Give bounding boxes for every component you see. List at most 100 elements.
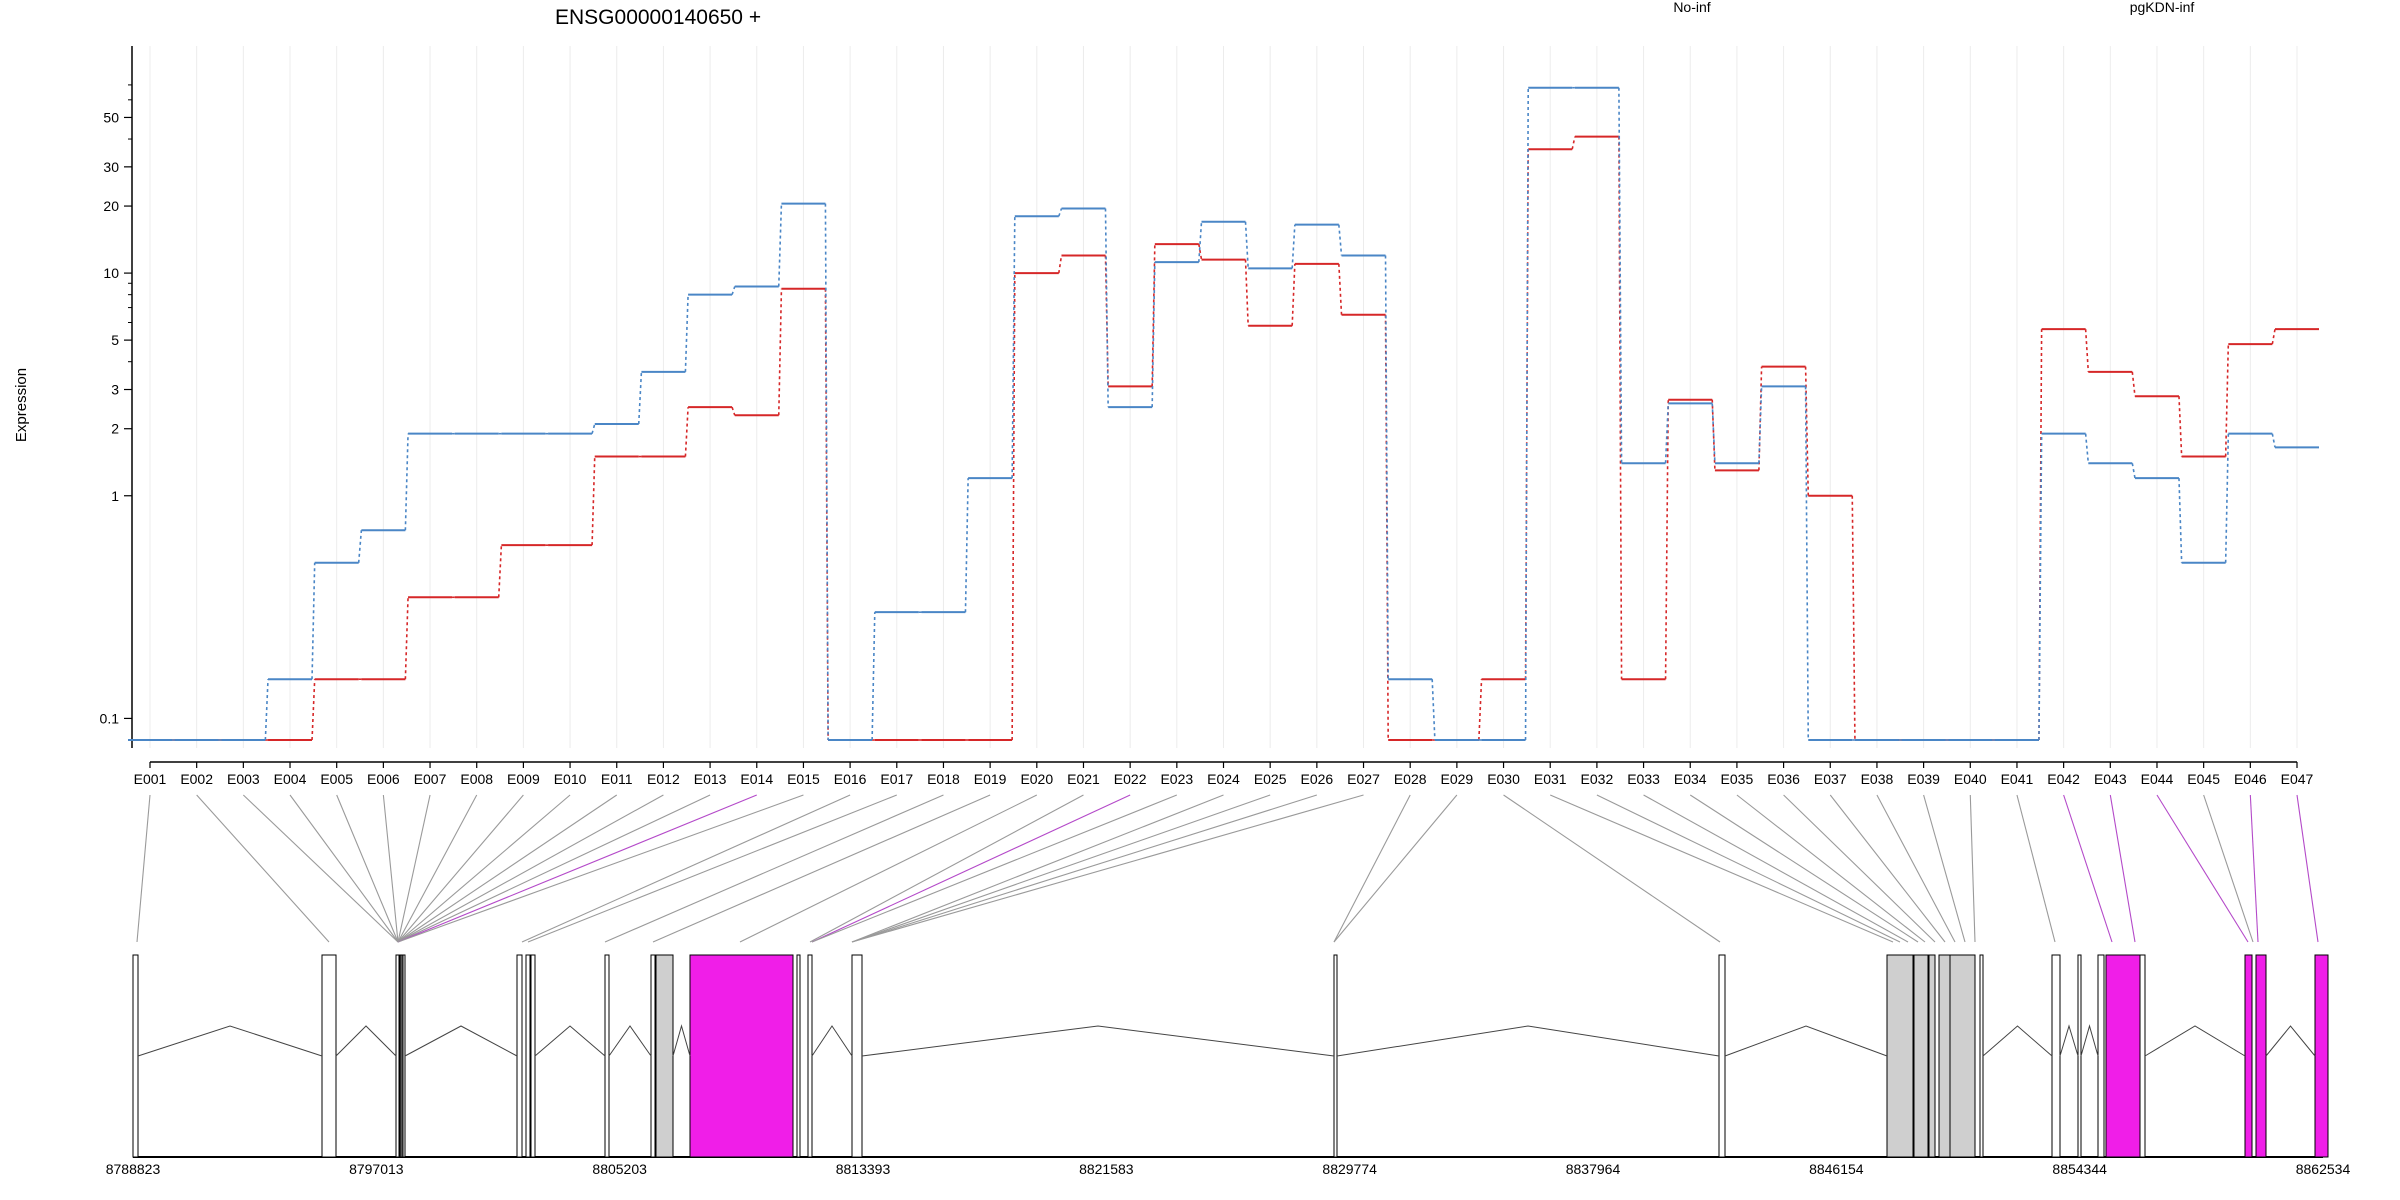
x-tick-label: E042 xyxy=(2047,771,2080,787)
series-connector xyxy=(964,478,969,613)
series-connector xyxy=(357,530,363,563)
exon-connector xyxy=(196,794,330,943)
series-connector xyxy=(1058,208,1063,217)
series-connector xyxy=(1758,386,1763,464)
genomic-coordinate-label: 8821583 xyxy=(1079,1161,1134,1177)
exon-block xyxy=(604,954,610,1158)
intron-line xyxy=(608,1025,652,1057)
exon-block xyxy=(525,954,531,1158)
x-tick-label: E005 xyxy=(320,771,353,787)
series-connector xyxy=(1851,495,1856,741)
series-connector xyxy=(1571,136,1576,150)
series-connector xyxy=(311,562,316,680)
series-connector xyxy=(824,203,829,741)
series-connector xyxy=(1431,679,1436,741)
exon-block xyxy=(1928,954,1936,1158)
exon-connector xyxy=(1829,794,1946,943)
series-connector xyxy=(871,612,876,741)
series-connector xyxy=(731,286,736,295)
series-connector xyxy=(1664,403,1670,464)
y-tick-label: 10 xyxy=(103,265,119,281)
intron-line xyxy=(861,1025,1335,1057)
series-connector xyxy=(2131,463,2136,479)
exon-connector xyxy=(397,794,804,943)
exon-connector xyxy=(136,794,151,943)
series-connector xyxy=(731,406,736,416)
series-connector xyxy=(1244,221,1249,269)
series-connector xyxy=(1338,263,1343,315)
series-connector xyxy=(1384,255,1389,680)
exon-connector xyxy=(851,794,1318,943)
exon-block xyxy=(1886,954,1914,1158)
series-connector xyxy=(1104,208,1109,408)
intron-line xyxy=(1336,1025,1720,1057)
chart-title: ENSG00000140650 + xyxy=(555,6,761,29)
x-tick-label: E012 xyxy=(647,771,680,787)
exon-connector xyxy=(2249,794,2259,943)
intron-line xyxy=(672,1024,691,1057)
series-connector xyxy=(684,407,689,457)
intron-line xyxy=(811,1025,853,1057)
x-tick-label: E027 xyxy=(1347,771,1380,787)
x-tick-label: E045 xyxy=(2187,771,2220,787)
exon-connector xyxy=(851,794,1271,943)
exon-connector xyxy=(397,794,571,943)
exon-connector xyxy=(397,794,664,943)
y-tick-label: 50 xyxy=(103,109,119,125)
x-tick-label: E009 xyxy=(507,771,540,787)
series-connector xyxy=(497,545,503,598)
series-connector xyxy=(1198,243,1203,260)
exon-block xyxy=(1913,954,1929,1158)
series-connector xyxy=(1478,679,1483,741)
intron-line xyxy=(534,1025,606,1057)
x-tick-label: E021 xyxy=(1067,771,1100,787)
exon-block xyxy=(1949,954,1976,1158)
series-connector xyxy=(311,679,316,741)
x-tick-label: E033 xyxy=(1627,771,1660,787)
series-lines xyxy=(128,86,2319,741)
exon-block xyxy=(851,954,863,1158)
exon-connector xyxy=(2016,794,2056,943)
y-tick-label: 1 xyxy=(111,488,119,504)
series-connector xyxy=(2271,329,2276,345)
exon-block xyxy=(2051,954,2061,1158)
exon-block xyxy=(655,954,674,1158)
series-connector xyxy=(777,288,783,416)
exon-connector xyxy=(1596,794,1901,943)
series-connector xyxy=(404,433,409,531)
x-tick-label: E010 xyxy=(554,771,587,787)
x-tick-label: E039 xyxy=(1907,771,1940,787)
x-tick-label: E022 xyxy=(1114,771,1147,787)
x-tick-label: E008 xyxy=(460,771,493,787)
series-connector xyxy=(2178,396,2183,457)
exon-connector xyxy=(1969,794,1976,943)
genomic-coordinate-label: 8829774 xyxy=(1322,1161,1377,1177)
exon-connector xyxy=(382,794,399,943)
x-tick-label: E043 xyxy=(2094,771,2127,787)
series-connector xyxy=(1524,87,1530,741)
exon-connector xyxy=(1736,794,1926,943)
exon-connector xyxy=(397,794,524,943)
exon-block xyxy=(2077,954,2082,1158)
intron-line xyxy=(335,1025,397,1057)
exon-connector xyxy=(2109,794,2136,943)
x-tick-label: E013 xyxy=(694,771,727,787)
exon-block xyxy=(1718,954,1726,1158)
exon-block xyxy=(2139,954,2146,1158)
series-connector xyxy=(591,456,596,546)
x-tick-label: E040 xyxy=(1954,771,1987,787)
exon-connector xyxy=(1333,794,1458,943)
x-tick-label: E006 xyxy=(367,771,400,787)
intron-line xyxy=(2080,1024,2099,1057)
genomic-coordinate-label: 8862534 xyxy=(2296,1161,2351,1177)
x-tick-label: E015 xyxy=(787,771,820,787)
exon-block xyxy=(796,954,801,1158)
exon-connector xyxy=(851,794,1224,943)
exon-connector xyxy=(2063,794,2113,943)
y-tick-label: 5 xyxy=(111,332,119,348)
genomic-coordinate-label: 8837964 xyxy=(1566,1161,1621,1177)
genomic-coordinate-label: 8813393 xyxy=(836,1161,891,1177)
legend-no-inf: No-inf xyxy=(1673,0,1710,15)
exon-connector xyxy=(809,794,1084,943)
